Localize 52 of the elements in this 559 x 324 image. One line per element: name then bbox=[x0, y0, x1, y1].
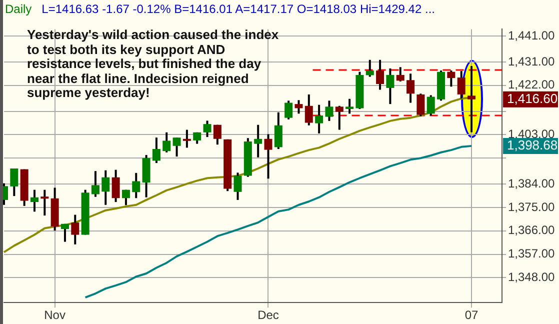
candlestick bbox=[30, 188, 38, 213]
candlestick bbox=[315, 104, 324, 134]
candlestick bbox=[213, 124, 222, 146]
annotation: Yesterday's wild action caused the index to test both its key support AND resistance levels, but finished the day near the flat line. Indecision reigned supreme yesterday! bbox=[27, 27, 280, 100]
x-tick-label: 07 bbox=[464, 308, 479, 322]
y-tick-label: 1,431.00 bbox=[508, 54, 556, 68]
candlestick bbox=[457, 70, 466, 100]
candlestick bbox=[91, 170, 100, 198]
candlestick bbox=[71, 214, 80, 246]
candlestick bbox=[234, 172, 242, 201]
candlestick bbox=[122, 188, 130, 206]
y-tick-label: 1,441.00 bbox=[508, 28, 556, 42]
candlestick bbox=[366, 58, 374, 78]
y-tick-label: 1,375.00 bbox=[508, 200, 556, 214]
annotation: 1,416.60 bbox=[507, 90, 558, 106]
candlestick bbox=[102, 169, 110, 206]
candlestick bbox=[264, 133, 272, 180]
candlestick bbox=[468, 65, 476, 134]
candlestick bbox=[325, 100, 334, 122]
candlestick bbox=[304, 93, 313, 126]
candlestick bbox=[112, 168, 120, 204]
candlestick bbox=[152, 136, 160, 164]
candlestick bbox=[376, 58, 384, 91]
candlestick bbox=[426, 94, 435, 116]
candlestick bbox=[447, 70, 456, 88]
y-tick-label: 1,384.00 bbox=[508, 176, 556, 190]
candlestick bbox=[203, 120, 212, 138]
chart-subtitle: L=1416.63 -1.67 -0.12% B=1416.01 A=1417.17 O=1418.03 Hi=1429.42 ... bbox=[42, 2, 435, 16]
candlestick bbox=[274, 111, 282, 150]
candlestick bbox=[10, 168, 18, 198]
candlestick bbox=[294, 99, 303, 115]
candlestick bbox=[335, 104, 344, 131]
y-tick-label: 1,357.00 bbox=[508, 246, 556, 261]
y-tick-label: 1,366.00 bbox=[508, 223, 556, 238]
y-tick-label: 1,422.00 bbox=[508, 78, 556, 92]
candlestick bbox=[172, 136, 181, 158]
candlestick bbox=[406, 72, 415, 104]
x-tick-label: Nov bbox=[44, 308, 66, 322]
candlestick bbox=[396, 66, 404, 82]
candlestick bbox=[416, 92, 425, 118]
candlestick bbox=[132, 172, 140, 200]
chart-title: Daily bbox=[5, 2, 32, 16]
candlestick bbox=[60, 222, 69, 243]
candlestick bbox=[182, 128, 191, 149]
candlestick bbox=[346, 98, 354, 115]
candlestick bbox=[162, 131, 171, 154]
candlestick bbox=[40, 188, 49, 217]
candlestick bbox=[284, 100, 293, 120]
x-tick-label: Dec bbox=[258, 308, 279, 322]
y-tick-label: 1,348.00 bbox=[508, 270, 556, 284]
candlestick bbox=[254, 124, 262, 158]
candlestick bbox=[386, 67, 394, 106]
